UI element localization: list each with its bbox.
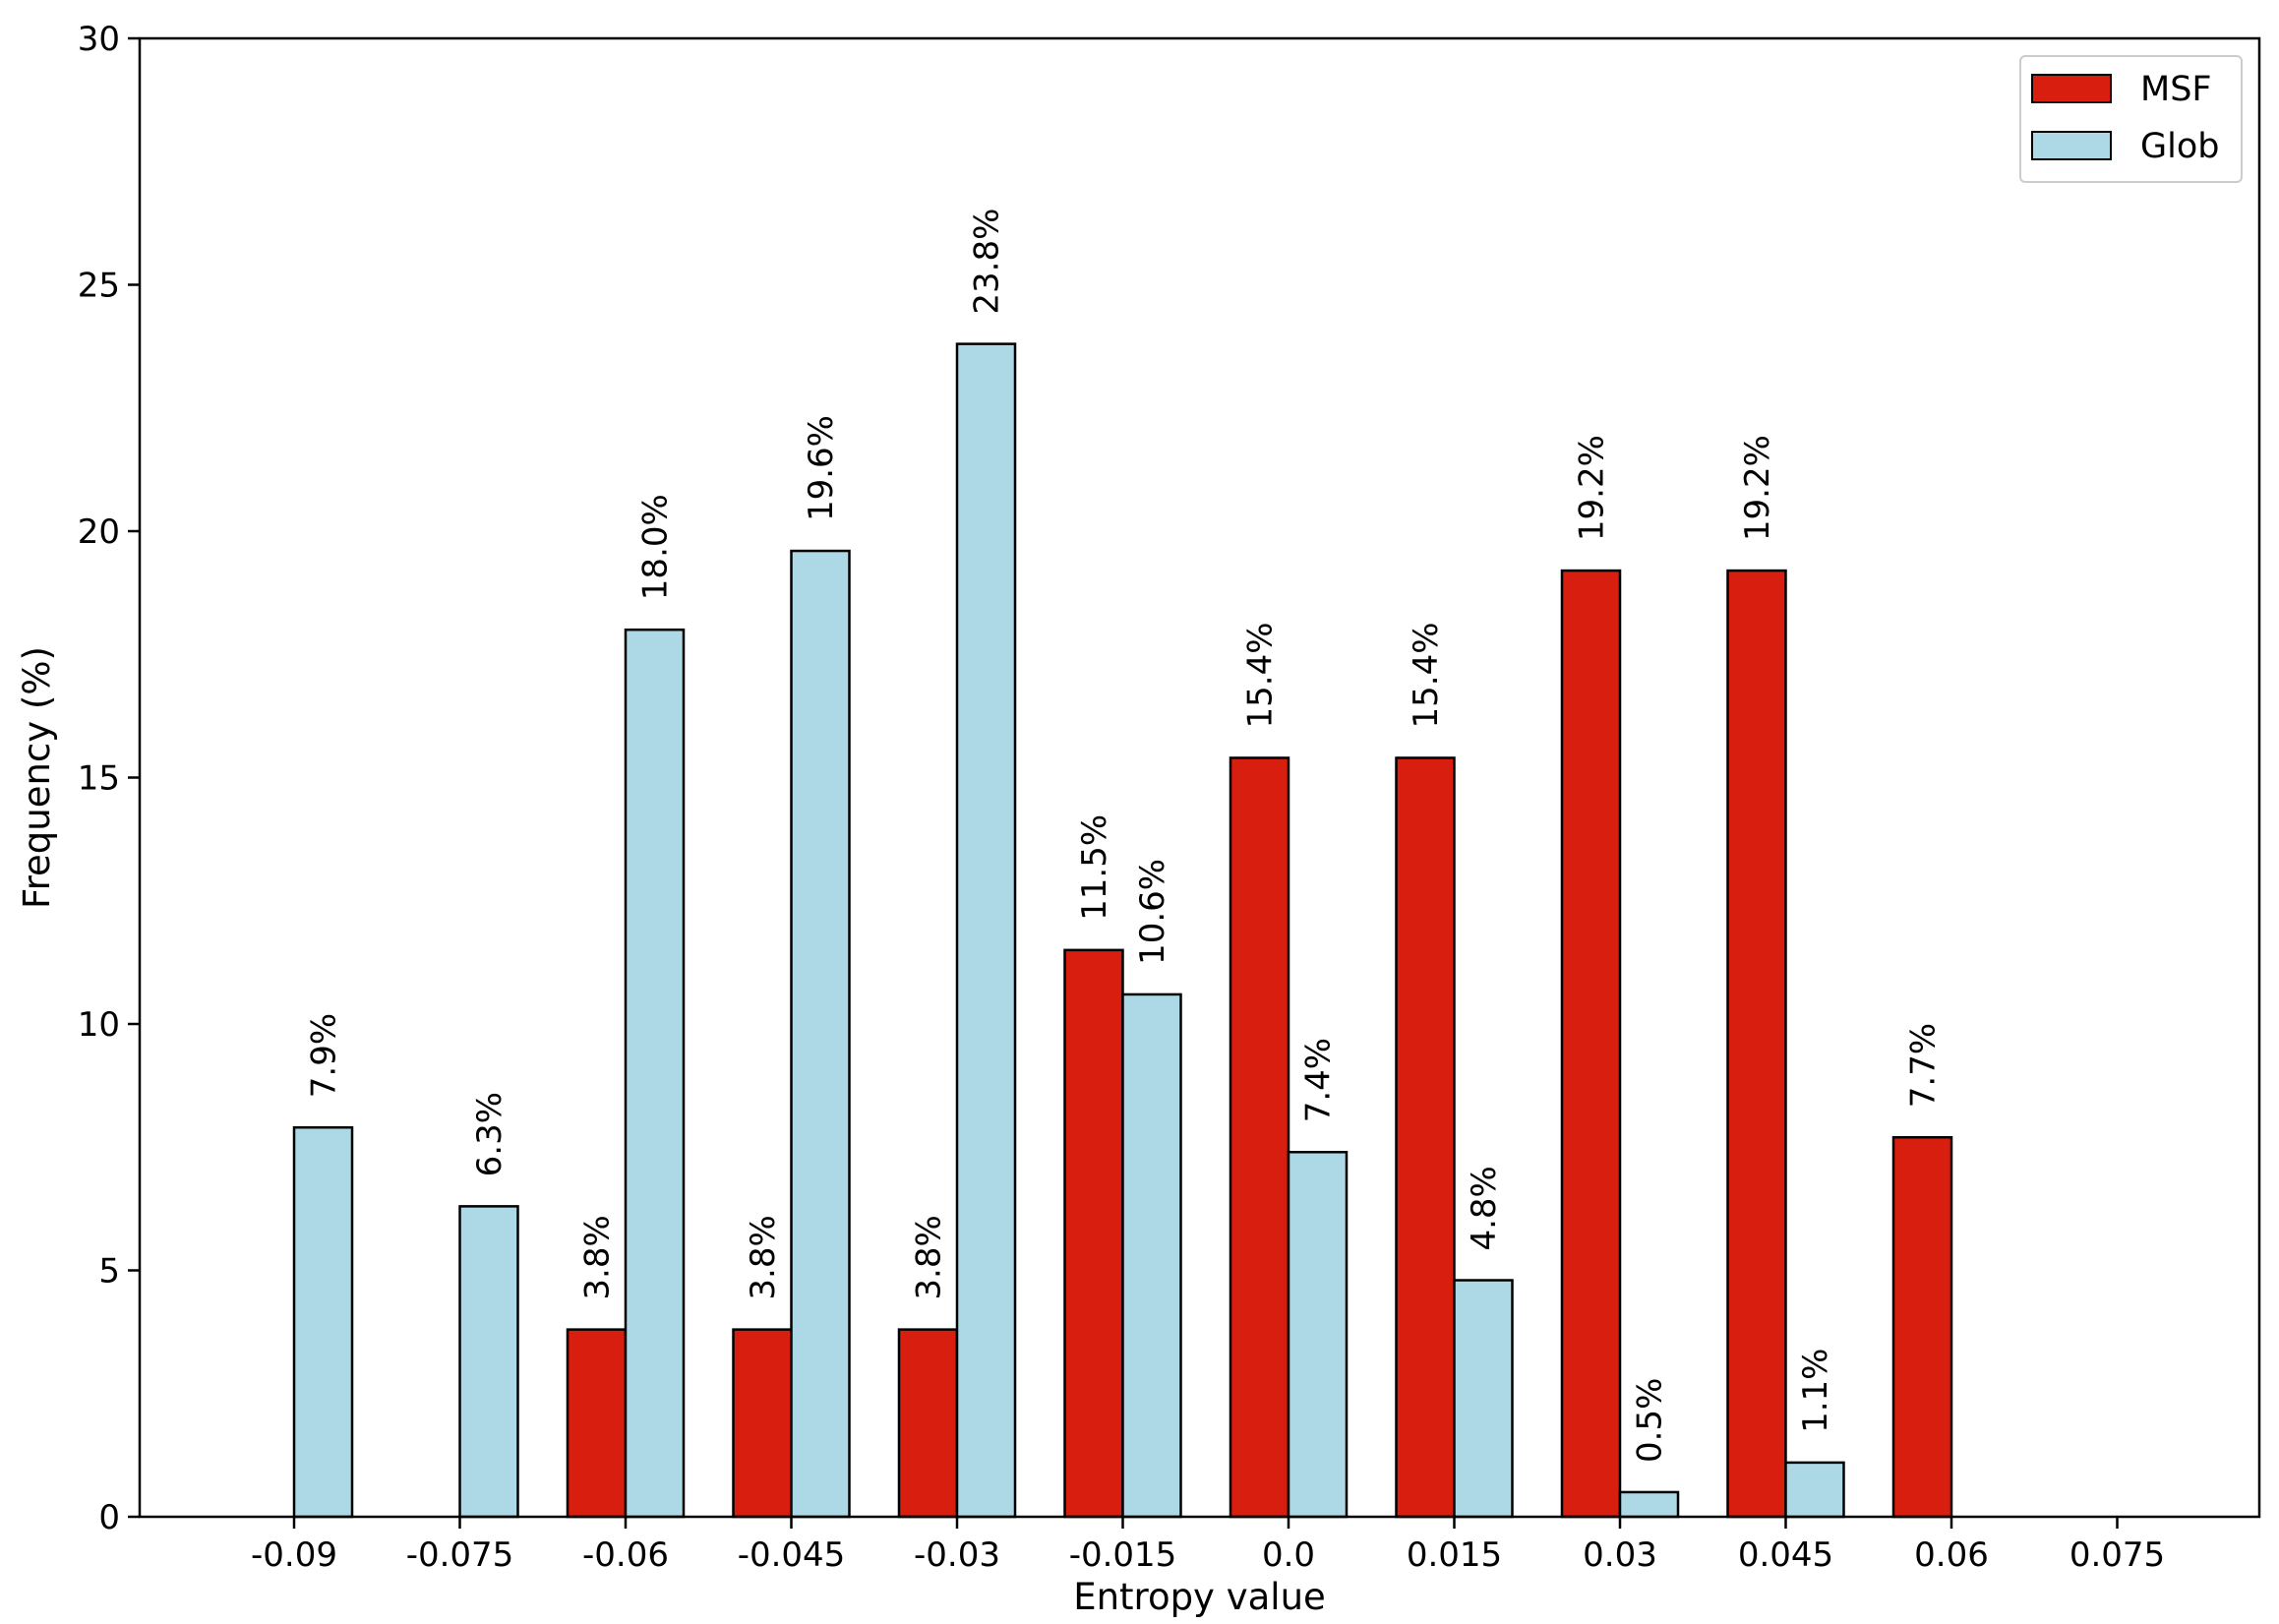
- y-tick-label: 5: [98, 1252, 120, 1292]
- data-label-msf--0.03: 3.8%: [910, 1215, 949, 1299]
- bar-msf--0.045: [732, 1328, 793, 1519]
- legend: MSF Glob: [2019, 55, 2243, 183]
- data-label-msf-0.045: 19.2%: [1738, 435, 1777, 541]
- legend-label-glob: Glob: [2140, 127, 2219, 166]
- bar-glob-0.03: [1618, 1490, 1680, 1519]
- data-label-glob--0.03: 23.8%: [968, 209, 1007, 315]
- legend-swatch-glob: [2031, 131, 2112, 160]
- bar-glob-0.015: [1453, 1279, 1514, 1519]
- y-tick-label: 30: [78, 20, 120, 59]
- x-tick-label: 0.06: [1914, 1535, 1989, 1575]
- data-label-msf-0.0: 15.4%: [1241, 622, 1281, 728]
- bar-glob--0.03: [955, 342, 1017, 1519]
- x-tick-label: 0.015: [1407, 1535, 1502, 1575]
- x-tick-label: -0.03: [914, 1535, 1000, 1575]
- data-label-msf-0.015: 15.4%: [1407, 622, 1446, 728]
- legend-label-msf: MSF: [2140, 70, 2212, 109]
- data-label-msf--0.015: 11.5%: [1075, 814, 1114, 921]
- y-tick-label: 10: [78, 1005, 120, 1045]
- data-label-glob-0.045: 1.1%: [1796, 1348, 1835, 1432]
- bar-msf-0.06: [1891, 1135, 1953, 1519]
- x-tick-label: 0.0: [1262, 1535, 1315, 1575]
- data-label-glob--0.06: 18.0%: [636, 494, 676, 600]
- y-tick-label: 0: [98, 1498, 120, 1537]
- data-label-glob--0.09: 7.9%: [305, 1013, 344, 1098]
- x-axis: -0.09 -0.075 -0.06 -0.045 -0.03 -0.015 0.0 0.01…: [251, 1517, 2165, 1575]
- bar-msf-0.03: [1560, 569, 1622, 1519]
- data-label-glob-0.015: 4.8%: [1465, 1166, 1504, 1250]
- x-tick-label: -0.09: [251, 1535, 337, 1575]
- bar-labels-layer: 3.8% 3.8% 3.8% 11.5% 15.4% 15.4% 19.2% 19.2% 7.7…: [305, 209, 1944, 1463]
- x-tick-label: -0.06: [582, 1535, 669, 1575]
- data-label-glob-0.03: 0.5%: [1631, 1378, 1670, 1463]
- bar-msf--0.03: [897, 1328, 959, 1519]
- data-label-msf--0.045: 3.8%: [744, 1215, 783, 1299]
- bar-glob-0.045: [1784, 1461, 1845, 1519]
- x-axis-label: Entropy value: [1073, 1576, 1326, 1618]
- data-label-msf--0.06: 3.8%: [578, 1215, 618, 1299]
- bar-glob--0.045: [790, 549, 851, 1519]
- bar-msf--0.06: [566, 1328, 628, 1519]
- bar-msf--0.015: [1063, 948, 1124, 1519]
- bar-msf-0.045: [1726, 569, 1787, 1519]
- bar-glob--0.09: [292, 1125, 354, 1519]
- bar-glob--0.075: [458, 1205, 519, 1519]
- data-label-msf-0.06: 7.7%: [1904, 1023, 1944, 1108]
- data-label-glob--0.015: 10.6%: [1133, 859, 1172, 965]
- x-tick-label: 0.075: [2069, 1535, 2165, 1575]
- y-tick-label: 15: [78, 759, 120, 799]
- y-axis: 0 5 10 15 20 25 30: [78, 20, 140, 1537]
- x-tick-label: -0.015: [1069, 1535, 1177, 1575]
- bar-msf-0.0: [1229, 756, 1290, 1519]
- x-tick-label: -0.045: [738, 1535, 846, 1575]
- legend-swatch-msf: [2031, 74, 2112, 103]
- x-tick-label: 0.03: [1583, 1535, 1657, 1575]
- x-tick-label: 0.045: [1738, 1535, 1833, 1575]
- y-axis-label: Frequency (%): [16, 646, 58, 909]
- bar-glob--0.06: [624, 628, 686, 1519]
- bar-msf-0.015: [1395, 756, 1456, 1519]
- data-label-glob--0.045: 19.6%: [802, 415, 841, 521]
- bars-layer: [292, 342, 1953, 1519]
- data-label-glob--0.075: 6.3%: [470, 1092, 510, 1176]
- bar-glob-0.0: [1287, 1151, 1349, 1519]
- y-tick-label: 25: [78, 267, 120, 306]
- y-tick-label: 20: [78, 512, 120, 552]
- bar-glob--0.015: [1121, 992, 1182, 1519]
- data-label-glob-0.0: 7.4%: [1299, 1038, 1339, 1122]
- x-tick-label: -0.075: [406, 1535, 514, 1575]
- data-label-msf-0.03: 19.2%: [1573, 435, 1612, 541]
